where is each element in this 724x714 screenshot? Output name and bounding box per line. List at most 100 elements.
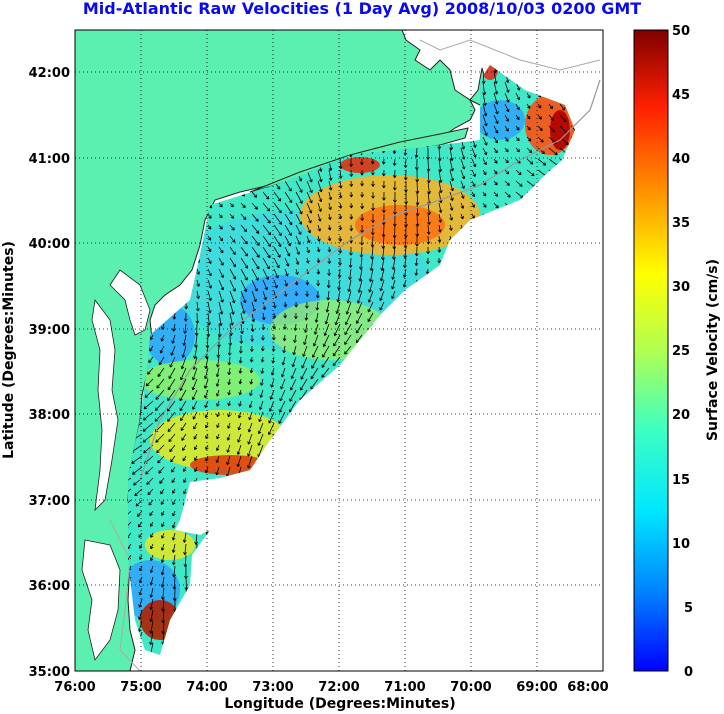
velocity-arrow [337, 279, 341, 291]
velocity-arrow [207, 224, 212, 230]
velocity-arrow [348, 268, 352, 281]
velocity-arrow [284, 213, 293, 226]
velocity-arrow [193, 345, 198, 359]
velocity-arrow [247, 433, 253, 445]
velocity-arrow [247, 422, 253, 433]
velocity-arrow [336, 290, 341, 303]
colorbar-tick-label: 25 [672, 344, 690, 359]
velocity-arrow [414, 246, 419, 257]
velocity-arrow [280, 367, 286, 378]
velocity-arrow [526, 147, 533, 153]
velocity-arrow [262, 257, 270, 270]
velocity-arrow [229, 246, 236, 255]
velocity-arrow [305, 279, 310, 286]
velocity-arrow [310, 367, 319, 380]
velocity-arrow [367, 312, 374, 322]
velocity-arrow [312, 334, 319, 347]
velocity-arrow [471, 213, 475, 219]
velocity-arrow [306, 224, 312, 234]
velocity-arrow [371, 180, 375, 187]
velocity-arrow [128, 477, 132, 486]
velocity-arrow [280, 378, 286, 390]
velocity-arrow [215, 389, 220, 397]
x-tick-label: 72:00 [318, 680, 359, 695]
velocity-arrow [284, 235, 292, 247]
velocity-arrow [179, 378, 187, 391]
velocity-arrow [218, 224, 223, 230]
velocity-arrow [382, 191, 386, 201]
velocity-arrow [482, 125, 488, 136]
velocity-arrow [179, 400, 187, 412]
velocity-arrow [283, 312, 288, 319]
velocity-arrow [526, 136, 532, 142]
velocity-arrow [229, 257, 236, 268]
velocity-arrow [471, 158, 477, 168]
velocity-arrow [392, 180, 397, 191]
bathymetry-contour [139, 79, 601, 481]
velocity-arrow [216, 411, 220, 418]
velocity-arrow [306, 235, 311, 244]
colorbar-tick-label: 20 [672, 408, 690, 423]
velocity-arrow [493, 191, 499, 197]
velocity-arrow [355, 334, 363, 343]
velocity-arrow [142, 433, 154, 443]
velocity-arrow [493, 70, 498, 85]
velocity-arrow [273, 191, 282, 202]
velocity-arrow [379, 279, 385, 292]
velocity-arrow [537, 114, 542, 120]
velocity-arrow [273, 246, 281, 258]
velocity-arrow [279, 389, 286, 402]
velocity-arrow [368, 279, 374, 293]
velocity-arrow [273, 257, 280, 269]
velocity-arrow [559, 103, 566, 111]
velocity-arrow [370, 158, 375, 165]
velocity-arrow [149, 554, 154, 561]
velocity-arrow [317, 202, 322, 212]
bathymetry-contour-2 [419, 39, 601, 71]
velocity-arrow [273, 279, 278, 289]
velocity-arrow [161, 521, 165, 528]
velocity-arrow [160, 543, 165, 551]
velocity-arrow [482, 147, 488, 156]
x-tick-label: 73:00 [252, 680, 293, 695]
velocity-arrow [449, 224, 453, 231]
velocity-arrow [239, 334, 244, 344]
velocity-arrow [291, 356, 297, 368]
velocity-arrow [283, 290, 288, 297]
velocity-arrow [238, 356, 243, 364]
velocity-arrow [207, 290, 212, 302]
velocity-arrow [215, 444, 220, 451]
x-tick-labels: 76:00 75:00 74:00 73:00 72:00 71:00 70:0… [54, 680, 608, 695]
velocity-arrow [402, 268, 407, 278]
velocity-arrow [327, 246, 332, 253]
velocity-arrow [317, 169, 323, 183]
velocity-arrow [414, 147, 419, 158]
velocity-arrow [215, 455, 220, 463]
velocity-arrow [142, 411, 154, 421]
velocity-arrow [269, 389, 275, 400]
x-tick-label: 76:00 [54, 680, 95, 695]
velocity-arrow [504, 136, 509, 142]
velocity-arrow [155, 389, 165, 400]
velocity-arrow [158, 356, 165, 366]
velocity-arrow [249, 367, 254, 374]
velocity-arrow [471, 202, 475, 208]
velocity-arrow [148, 499, 154, 506]
velocity-arrow [295, 224, 302, 235]
velocity-arrow [227, 378, 232, 386]
velocity-arrow [218, 301, 224, 315]
velocity-arrow [284, 257, 290, 267]
velocity-arrow [327, 235, 332, 242]
velocity-arrow [207, 257, 212, 265]
velocity-arrow [349, 191, 354, 198]
velocity-arrow [338, 235, 343, 242]
velocity-arrow [504, 92, 510, 103]
velocity-arrow [482, 136, 488, 146]
velocity-arrow [504, 158, 509, 164]
velocity-arrow [240, 290, 247, 304]
velocity-arrow [504, 191, 511, 198]
velocity-arrow [438, 180, 443, 194]
velocity-arrow [236, 455, 242, 468]
velocity-arrow [335, 301, 341, 315]
velocity-arrow [203, 367, 209, 380]
